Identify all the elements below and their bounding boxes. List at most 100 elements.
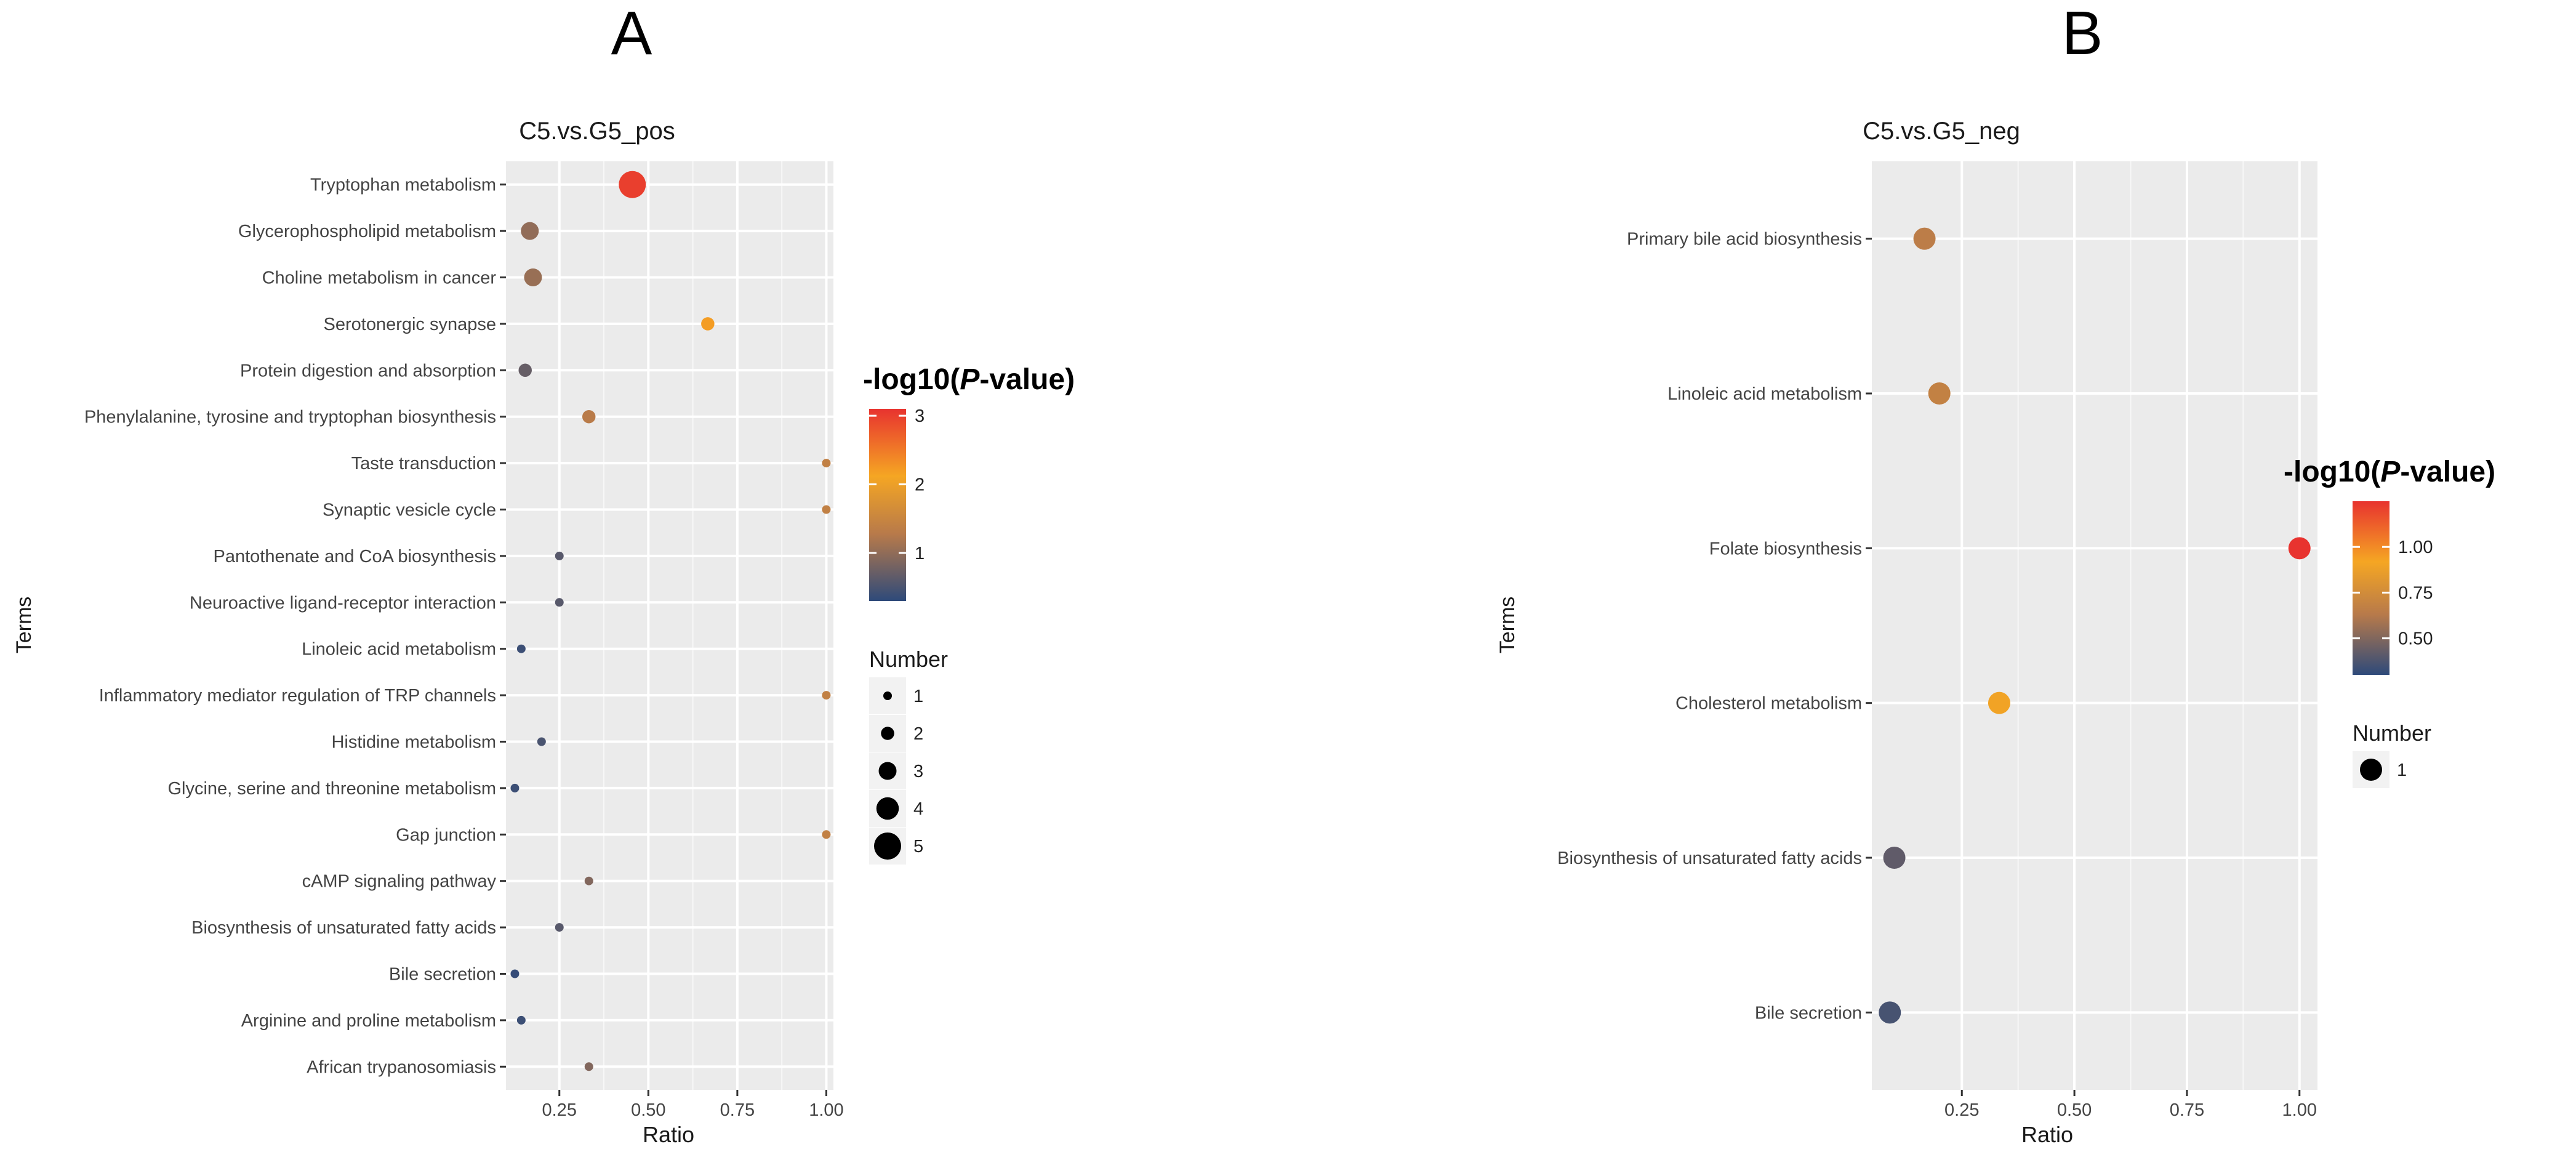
data-point xyxy=(510,783,520,792)
color-legend-title-italic: P xyxy=(960,363,980,396)
y-tick-label: Gap junction xyxy=(396,825,496,845)
color-legend-title-prefix: -log10( xyxy=(2284,456,2380,488)
y-tick-label: Histidine metabolism xyxy=(331,733,496,752)
y-tick-label: Arginine and proline metabolism xyxy=(241,1011,496,1031)
x-axis-label: Ratio xyxy=(643,1122,694,1147)
plot-panel-background xyxy=(1872,161,2317,1090)
grid xyxy=(1872,161,2317,1090)
data-point xyxy=(521,222,539,240)
y-tick-label: Taste transduction xyxy=(351,454,496,474)
data-point xyxy=(1883,847,1906,869)
x-tick-label: 1.00 xyxy=(2282,1100,2317,1120)
y-tick-label: Protein digestion and absorption xyxy=(240,361,496,381)
y-tick-label: cAMP signaling pathway xyxy=(302,872,497,892)
grid xyxy=(506,161,833,1090)
y-tick-label: Bile secretion xyxy=(1755,1003,1862,1023)
data-point xyxy=(516,1015,526,1025)
y-tick-label: Phenylalanine, tyrosine and tryptophan b… xyxy=(84,408,496,427)
color-legend-title-suffix: -value) xyxy=(979,363,1075,396)
data-point xyxy=(524,268,542,286)
data-point xyxy=(518,363,532,377)
size-legend-label: 2 xyxy=(913,724,923,744)
data-point xyxy=(537,737,546,746)
data-point xyxy=(619,171,646,198)
size-legend-label: 3 xyxy=(913,762,923,781)
size-legend-label: 1 xyxy=(2397,760,2407,780)
data-point xyxy=(822,459,831,468)
data-point xyxy=(822,830,831,839)
y-tick-label: Biosynthesis of unsaturated fatty acids xyxy=(191,918,496,938)
size-legend-label: 5 xyxy=(913,837,923,857)
size-legend-dot xyxy=(874,832,901,860)
data-point xyxy=(555,551,564,560)
color-legend-title-italic: P xyxy=(2380,456,2401,488)
x-axis: 0.25 0.50 0.75 1.00 xyxy=(1944,1090,2317,1120)
size-legend-dot xyxy=(883,691,892,700)
data-point xyxy=(584,1062,593,1071)
x-tick-label: 0.50 xyxy=(631,1100,665,1120)
y-tick-label: Biosynthesis of unsaturated fatty acids xyxy=(1557,849,1862,868)
panel-b: B C5.vs.G5_neg Terms Ratio Primary bile … xyxy=(1496,0,2495,1147)
y-tick-label: Linoleic acid metabolism xyxy=(1667,384,1862,404)
data-points xyxy=(510,171,831,1071)
y-tick-label: Pantothenate and CoA biosynthesis xyxy=(214,547,497,566)
size-legend-dot xyxy=(878,762,897,780)
color-legend-title: -log10(P-value) xyxy=(2284,456,2495,488)
color-legend-label: 2 xyxy=(915,475,925,495)
color-legend-label: 1 xyxy=(915,544,925,563)
y-tick-label: Serotonergic synapse xyxy=(324,315,497,334)
data-point xyxy=(555,923,564,932)
panel-letter: B xyxy=(2062,0,2103,68)
color-legend-label: 1.00 xyxy=(2398,538,2433,557)
color-legend-label: 0.75 xyxy=(2398,583,2433,603)
data-point xyxy=(2288,537,2311,560)
panel-letter: A xyxy=(611,0,652,68)
plot-panel-background xyxy=(506,161,833,1090)
data-point xyxy=(582,409,596,424)
size-legend-keys: 1 xyxy=(2353,751,2407,788)
x-tick-label: 0.25 xyxy=(1944,1100,1979,1120)
size-legend-keys: 1 2 3 4 5 xyxy=(869,677,923,865)
size-legend-dot xyxy=(2360,759,2382,781)
y-tick-label: Linoleic acid metabolism xyxy=(302,640,496,659)
color-legend-title: -log10(P-value) xyxy=(863,363,1075,396)
size-legend-label: 4 xyxy=(913,799,923,819)
x-axis-label: Ratio xyxy=(2021,1122,2073,1147)
y-tick-label: Neuroactive ligand-receptor interaction xyxy=(190,593,496,613)
x-tick-label: 0.75 xyxy=(2170,1100,2204,1120)
size-legend-dot xyxy=(876,797,899,820)
x-tick-label: 1.00 xyxy=(809,1100,843,1120)
data-point xyxy=(1913,227,1936,250)
data-point xyxy=(1879,1001,1901,1024)
data-point xyxy=(584,876,593,885)
color-legend-title-prefix: -log10( xyxy=(863,363,960,396)
data-point xyxy=(555,598,564,607)
data-point xyxy=(1928,382,1951,405)
size-legend-title: Number xyxy=(2353,720,2431,746)
color-legend-bar xyxy=(2353,501,2389,675)
x-tick-label: 0.50 xyxy=(2057,1100,2092,1120)
data-point xyxy=(510,969,520,978)
y-axis-label: Terms xyxy=(12,597,36,654)
y-tick-label: Inflammatory mediator regulation of TRP … xyxy=(99,686,496,706)
y-tick-label: African trypanosomiasis xyxy=(307,1057,496,1077)
x-axis: 0.25 0.50 0.75 1.00 xyxy=(542,1090,844,1120)
color-legend-bar xyxy=(869,409,906,601)
color-legend-title-suffix: -value) xyxy=(2400,456,2495,488)
y-tick-label: Glycerophospholipid metabolism xyxy=(238,222,496,241)
size-legend-dot xyxy=(881,727,894,740)
y-tick-label: Bile secretion xyxy=(389,965,496,985)
x-tick-label: 0.25 xyxy=(542,1100,577,1120)
y-tick-label: Glycine, serine and threonine metabolism xyxy=(167,779,496,799)
color-legend-label: 3 xyxy=(915,406,925,426)
size-legend-title: Number xyxy=(869,647,948,672)
size-legend-label: 1 xyxy=(913,687,923,706)
y-tick-label: Cholesterol metabolism xyxy=(1675,694,1862,714)
data-point xyxy=(822,691,831,700)
y-tick-label: Folate biosynthesis xyxy=(1709,539,1862,558)
chart-title: C5.vs.G5_neg xyxy=(1863,118,2020,145)
y-tick-label: Choline metabolism in cancer xyxy=(262,268,497,288)
data-point xyxy=(701,317,715,331)
color-legend-ticks: 1 2 3 xyxy=(869,406,925,563)
